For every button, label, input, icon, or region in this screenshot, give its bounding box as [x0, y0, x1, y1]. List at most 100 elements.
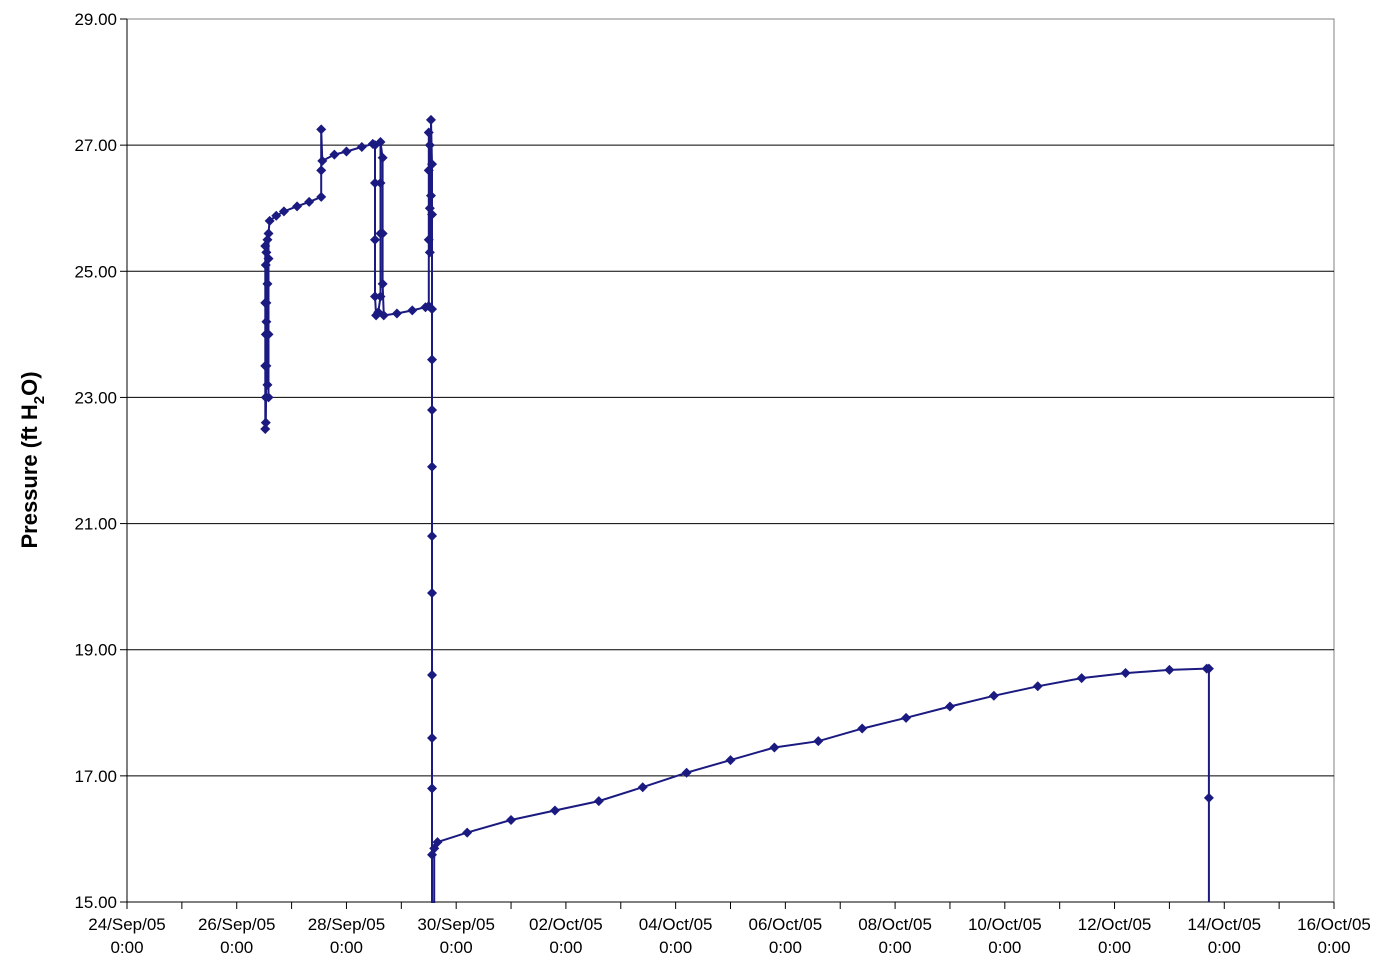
data-point	[377, 152, 388, 163]
data-point	[901, 712, 912, 723]
data-point	[637, 782, 648, 793]
data-point	[263, 228, 274, 239]
data-point	[356, 142, 367, 153]
data-point	[427, 733, 438, 744]
data-point	[593, 796, 604, 807]
data-point	[427, 304, 438, 315]
data-point	[262, 278, 273, 289]
data-point	[813, 736, 824, 747]
x-tick-label: 26/Sep/05 0:00	[198, 915, 276, 957]
data-point	[427, 159, 438, 170]
x-tick-label: 24/Sep/05 0:00	[88, 915, 166, 957]
x-tick-label: 12/Oct/05 0:00	[1078, 915, 1152, 957]
y-tick-label: 21.00	[74, 515, 117, 534]
data-point	[378, 310, 389, 321]
data-point	[427, 531, 438, 542]
data-point	[262, 234, 273, 245]
data-point	[1164, 664, 1175, 675]
x-tick-label: 02/Oct/05 0:00	[529, 915, 603, 957]
x-tick-label: 16/Oct/05 0:00	[1297, 915, 1371, 957]
data-point	[506, 815, 517, 826]
y-tick-label: 19.00	[74, 641, 117, 660]
data-point	[377, 228, 388, 239]
data-point	[462, 827, 473, 838]
y-tick-label: 25.00	[74, 262, 117, 281]
data-point	[425, 190, 436, 201]
y-tick-label: 29.00	[74, 10, 117, 29]
data-point	[317, 155, 328, 166]
y-tick-label: 15.00	[74, 893, 117, 912]
x-tick-label: 06/Oct/05 0:00	[749, 915, 823, 957]
x-tick-label: 28/Sep/05 0:00	[308, 915, 386, 957]
y-axis: 15.00 17.00 19.00 21.00 23.00 25.00 27.00 29.00	[74, 10, 128, 912]
data-point	[1032, 681, 1043, 692]
data-point	[427, 209, 438, 220]
y-tick-label: 23.00	[74, 388, 117, 407]
data-point	[424, 140, 435, 151]
data-point	[316, 124, 327, 135]
data-point	[292, 201, 303, 212]
x-tick-label: 08/Oct/05 0:00	[858, 915, 932, 957]
x-tick-label: 04/Oct/05 0:00	[639, 915, 713, 957]
data-point	[341, 146, 352, 157]
data-point	[260, 423, 271, 434]
data-point	[375, 136, 386, 147]
y-tick-label: 27.00	[74, 136, 117, 155]
plot-area	[126, 18, 1335, 903]
data-point	[260, 417, 271, 428]
data-point	[261, 360, 272, 371]
data-point	[375, 291, 386, 302]
data-point	[369, 291, 380, 302]
data-point	[423, 127, 434, 138]
data-point	[369, 234, 380, 245]
data-point	[391, 308, 402, 319]
data-point	[1120, 668, 1131, 679]
gridlines	[127, 144, 1334, 777]
data-point	[329, 149, 340, 160]
data-point	[377, 278, 388, 289]
data-point	[988, 690, 999, 701]
data-point	[263, 392, 274, 403]
data-point	[427, 669, 438, 680]
data-point	[427, 405, 438, 416]
data-point	[681, 767, 692, 778]
data-point	[304, 196, 315, 207]
data-point	[263, 329, 274, 340]
data-point	[271, 210, 282, 221]
data-point	[263, 253, 274, 264]
data-point	[369, 177, 380, 188]
data-point	[425, 114, 436, 125]
data-point	[427, 587, 438, 598]
data-point	[423, 234, 434, 245]
y-tick-label: 17.00	[74, 767, 117, 786]
data-point	[407, 305, 418, 316]
data-point	[769, 742, 780, 753]
data-point	[427, 354, 438, 365]
data-point	[427, 461, 438, 472]
x-tick-label: 30/Sep/05 0:00	[417, 915, 495, 957]
x-axis: 24/Sep/05 0:00 26/Sep/05 0:00 28/Sep/05 0:00 3…	[88, 901, 1371, 957]
x-tick-label: 10/Oct/05 0:00	[968, 915, 1042, 957]
data-point	[261, 316, 272, 327]
data-point	[316, 165, 327, 176]
data-point	[1203, 792, 1214, 803]
series-pressure	[260, 114, 1214, 903]
data-point	[261, 297, 272, 308]
data-point	[278, 206, 289, 217]
data-point	[857, 723, 868, 734]
data-point	[316, 191, 327, 202]
y-axis-title: Pressure (ft H2O)	[17, 371, 48, 548]
data-point	[432, 837, 443, 848]
data-point	[264, 215, 275, 226]
data-point	[427, 783, 438, 794]
data-point	[1076, 673, 1087, 684]
data-point	[1203, 663, 1214, 674]
data-point	[944, 701, 955, 712]
data-point	[424, 247, 435, 258]
data-point	[375, 177, 386, 188]
data-point	[725, 755, 736, 766]
data-point	[262, 379, 273, 390]
x-tick-label: 14/Oct/05 0:00	[1187, 915, 1261, 957]
data-point	[549, 805, 560, 816]
